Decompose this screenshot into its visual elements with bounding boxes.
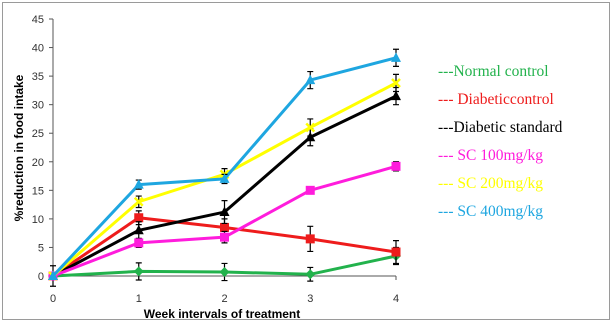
data-point [48,270,58,280]
y-tick-label: 35 [32,71,44,83]
data-point [391,90,401,101]
x-tick-label: 4 [393,293,399,305]
data-point [134,238,144,248]
series-line [52,94,397,278]
data-point [134,213,144,223]
data-point [305,269,316,280]
x-tick-label: 3 [307,293,313,305]
x-axis-title: Week intervals of treatment [144,307,301,321]
legend-entry: --- SC 100mg/kg [438,147,543,164]
data-point [305,185,315,195]
legend-entry: --- SC 400mg/kg [438,203,543,220]
legend: ---Normal control --- Diabeticcontrol ---D… [438,63,563,220]
x-tick-label: 2 [221,293,227,305]
data-point [219,206,230,217]
chart-frame [2,2,610,320]
y-tick-label: 45 [32,14,44,26]
data-point [219,173,230,183]
data-point [133,266,144,277]
legend-entry: ---Normal control [438,63,549,80]
data-point [220,222,229,232]
y-tick-label: 15 [32,185,44,197]
y-tick-label: 25 [32,128,44,140]
data-point [133,224,144,235]
legend-entry: --- Diabeticcontrol [438,91,554,108]
x-tick-label: 1 [136,293,142,305]
y-tick-label: 30 [32,100,44,112]
data-point [219,267,230,278]
data-point [391,52,401,62]
data-point [305,122,316,133]
y-tick-label: 20 [32,157,44,169]
y-axis-title: %reduction in food intake [12,74,26,221]
series-layer [48,48,401,287]
x-tick-label: 0 [50,293,56,305]
series-group [48,48,401,280]
y-tick-label: 10 [32,214,44,226]
data-point [391,78,401,88]
y-tick-label: 5 [38,242,44,254]
legend-entry: --- SC 200mg/kg [438,175,543,192]
legend-entry: ---Diabetic standard [438,119,563,136]
data-point [305,234,315,244]
y-ticks: 0 5 10 15 20 25 30 35 40 45 [32,14,53,283]
data-point [391,247,401,257]
data-point [133,179,144,189]
y-tick-label: 0 [38,271,44,283]
data-point [133,196,144,207]
y-tick-label: 40 [32,43,44,55]
data-point [305,74,316,85]
data-point [391,161,401,171]
data-point [220,232,229,242]
